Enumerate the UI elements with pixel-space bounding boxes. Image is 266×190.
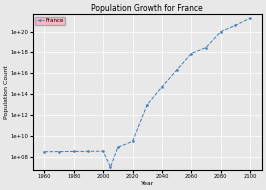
France xyxy=(219,31,222,33)
France xyxy=(131,140,134,142)
X-axis label: Year: Year xyxy=(140,181,154,186)
Line: France: France xyxy=(43,17,251,168)
France xyxy=(109,166,112,168)
Y-axis label: Population Count: Population Count xyxy=(4,65,9,119)
France xyxy=(87,150,90,152)
France xyxy=(175,69,178,71)
France xyxy=(72,150,75,153)
France xyxy=(190,52,193,55)
Legend: France: France xyxy=(35,17,65,25)
France xyxy=(43,151,46,153)
France xyxy=(146,104,149,106)
France xyxy=(234,24,237,27)
France xyxy=(116,146,119,148)
France xyxy=(204,46,207,49)
France xyxy=(102,150,105,152)
France xyxy=(57,150,61,153)
France xyxy=(248,17,252,19)
Title: Population Growth for France: Population Growth for France xyxy=(91,4,203,13)
France xyxy=(160,86,164,88)
